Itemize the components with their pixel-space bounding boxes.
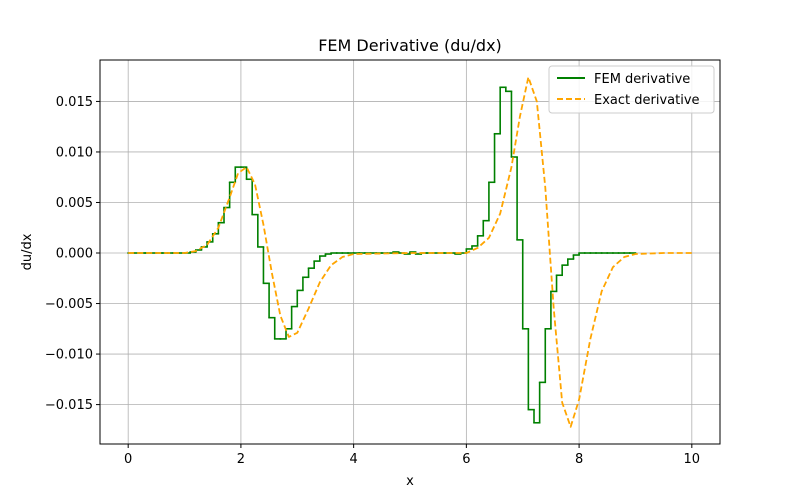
plot-series	[127, 76, 692, 428]
exact-derivative-line	[128, 76, 692, 428]
x-tick-label: 8	[575, 452, 583, 467]
y-tick-label: 0.015	[56, 95, 93, 110]
x-tick-label: 4	[349, 452, 357, 467]
legend-label-fem: FEM derivative	[594, 72, 690, 87]
legend-label-exact: Exact derivative	[594, 93, 700, 108]
x-axis-label: x	[406, 474, 414, 489]
x-tick-label: 6	[462, 452, 470, 467]
y-tick-label: −0.005	[45, 297, 93, 312]
y-tick-label: 0.010	[56, 145, 93, 160]
x-tick-label: 0	[124, 452, 132, 467]
y-axis-label: du/dx	[20, 233, 35, 270]
legend-box	[548, 65, 715, 114]
y-tick-label: 0.000	[56, 247, 93, 262]
chart-title: FEM Derivative (du/dx)	[318, 36, 502, 55]
plot-frame	[99, 59, 721, 445]
y-tick-label: 0.005	[56, 196, 93, 211]
axis-ticks: 0 2 4 6 8 10 −0.015 −0.010 −0.005 0.000 0.005 0.010…	[45, 95, 700, 467]
y-tick-label: −0.015	[45, 398, 93, 413]
y-tick-label: −0.010	[45, 348, 93, 363]
x-tick-label: 10	[684, 452, 701, 467]
legend: FEM derivative Exact derivative	[548, 65, 715, 114]
x-tick-label: 2	[237, 452, 245, 467]
